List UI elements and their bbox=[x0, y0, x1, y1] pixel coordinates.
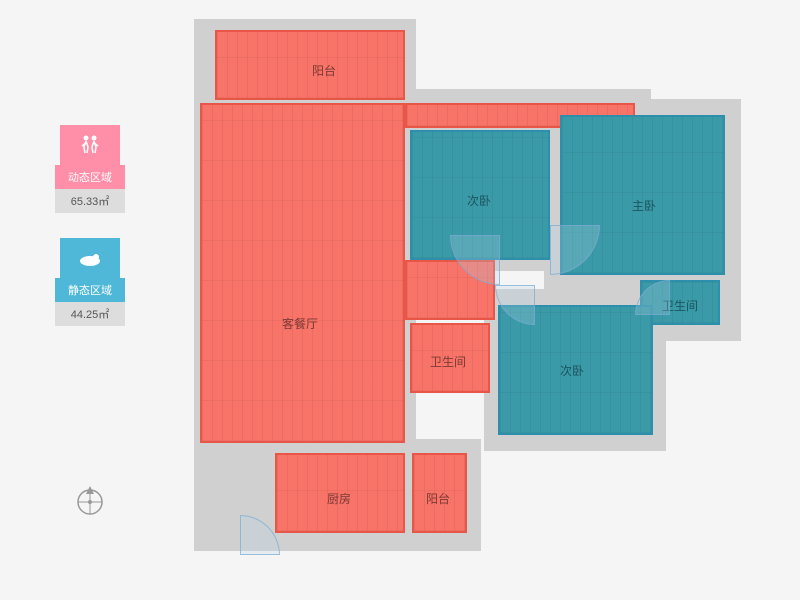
room-阳台: 阳台 bbox=[215, 30, 405, 100]
room-label: 阳台 bbox=[426, 490, 450, 507]
legend-panel: 动态区域 65.33㎡ 静态区域 44.25㎡ bbox=[55, 125, 125, 351]
static-zone-label: 静态区域 bbox=[55, 278, 125, 302]
compass-icon bbox=[70, 480, 110, 520]
static-zone-value: 44.25㎡ bbox=[55, 302, 125, 326]
static-zone-icon bbox=[60, 238, 120, 278]
floorplan: 阳台客餐厅次卧主卧卫生间卫生间次卧厨房阳台 bbox=[200, 25, 760, 575]
room-卫生间: 卫生间 bbox=[410, 323, 490, 393]
room-label: 次卧 bbox=[467, 192, 491, 209]
dynamic-zone-label: 动态区域 bbox=[55, 165, 125, 189]
room-label: 厨房 bbox=[327, 490, 351, 507]
dynamic-zone-icon bbox=[60, 125, 120, 165]
room-label: 次卧 bbox=[560, 362, 584, 379]
room-label: 卫生间 bbox=[430, 353, 466, 370]
room-厨房: 厨房 bbox=[275, 453, 405, 533]
room-label: 客餐厅 bbox=[282, 315, 318, 332]
legend-static: 静态区域 44.25㎡ bbox=[55, 238, 125, 326]
room-label: 主卧 bbox=[632, 197, 656, 214]
dynamic-zone-value: 65.33㎡ bbox=[55, 189, 125, 213]
legend-dynamic: 动态区域 65.33㎡ bbox=[55, 125, 125, 213]
room-label: 阳台 bbox=[312, 62, 336, 79]
room-阳台: 阳台 bbox=[412, 453, 467, 533]
room-次卧: 次卧 bbox=[498, 305, 653, 435]
room-客餐厅: 客餐厅 bbox=[200, 103, 405, 443]
